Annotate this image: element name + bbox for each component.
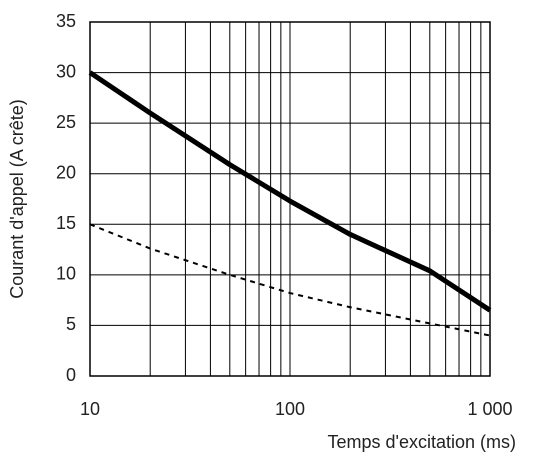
plot-frame [89,21,491,377]
x-tick-label: 10 [80,399,100,419]
x-tick-label: 100 [275,399,305,419]
y-tick-label: 5 [66,314,76,334]
y-tick-label: 0 [66,365,76,385]
x-axis-label: Temps d'excitation (ms) [328,432,517,452]
y-axis-label: Courant d'appel (A crête) [7,99,27,299]
y-tick-label: 20 [56,162,76,182]
y-tick-label: 30 [56,61,76,81]
series-line [89,223,491,337]
y-tick-label: 35 [56,11,76,31]
y-tick-label: 15 [56,213,76,233]
y-tick-label: 25 [56,112,76,132]
y-tick-label: 10 [56,264,76,284]
x-tick-label: 1 000 [467,399,512,419]
series-line [88,70,492,313]
